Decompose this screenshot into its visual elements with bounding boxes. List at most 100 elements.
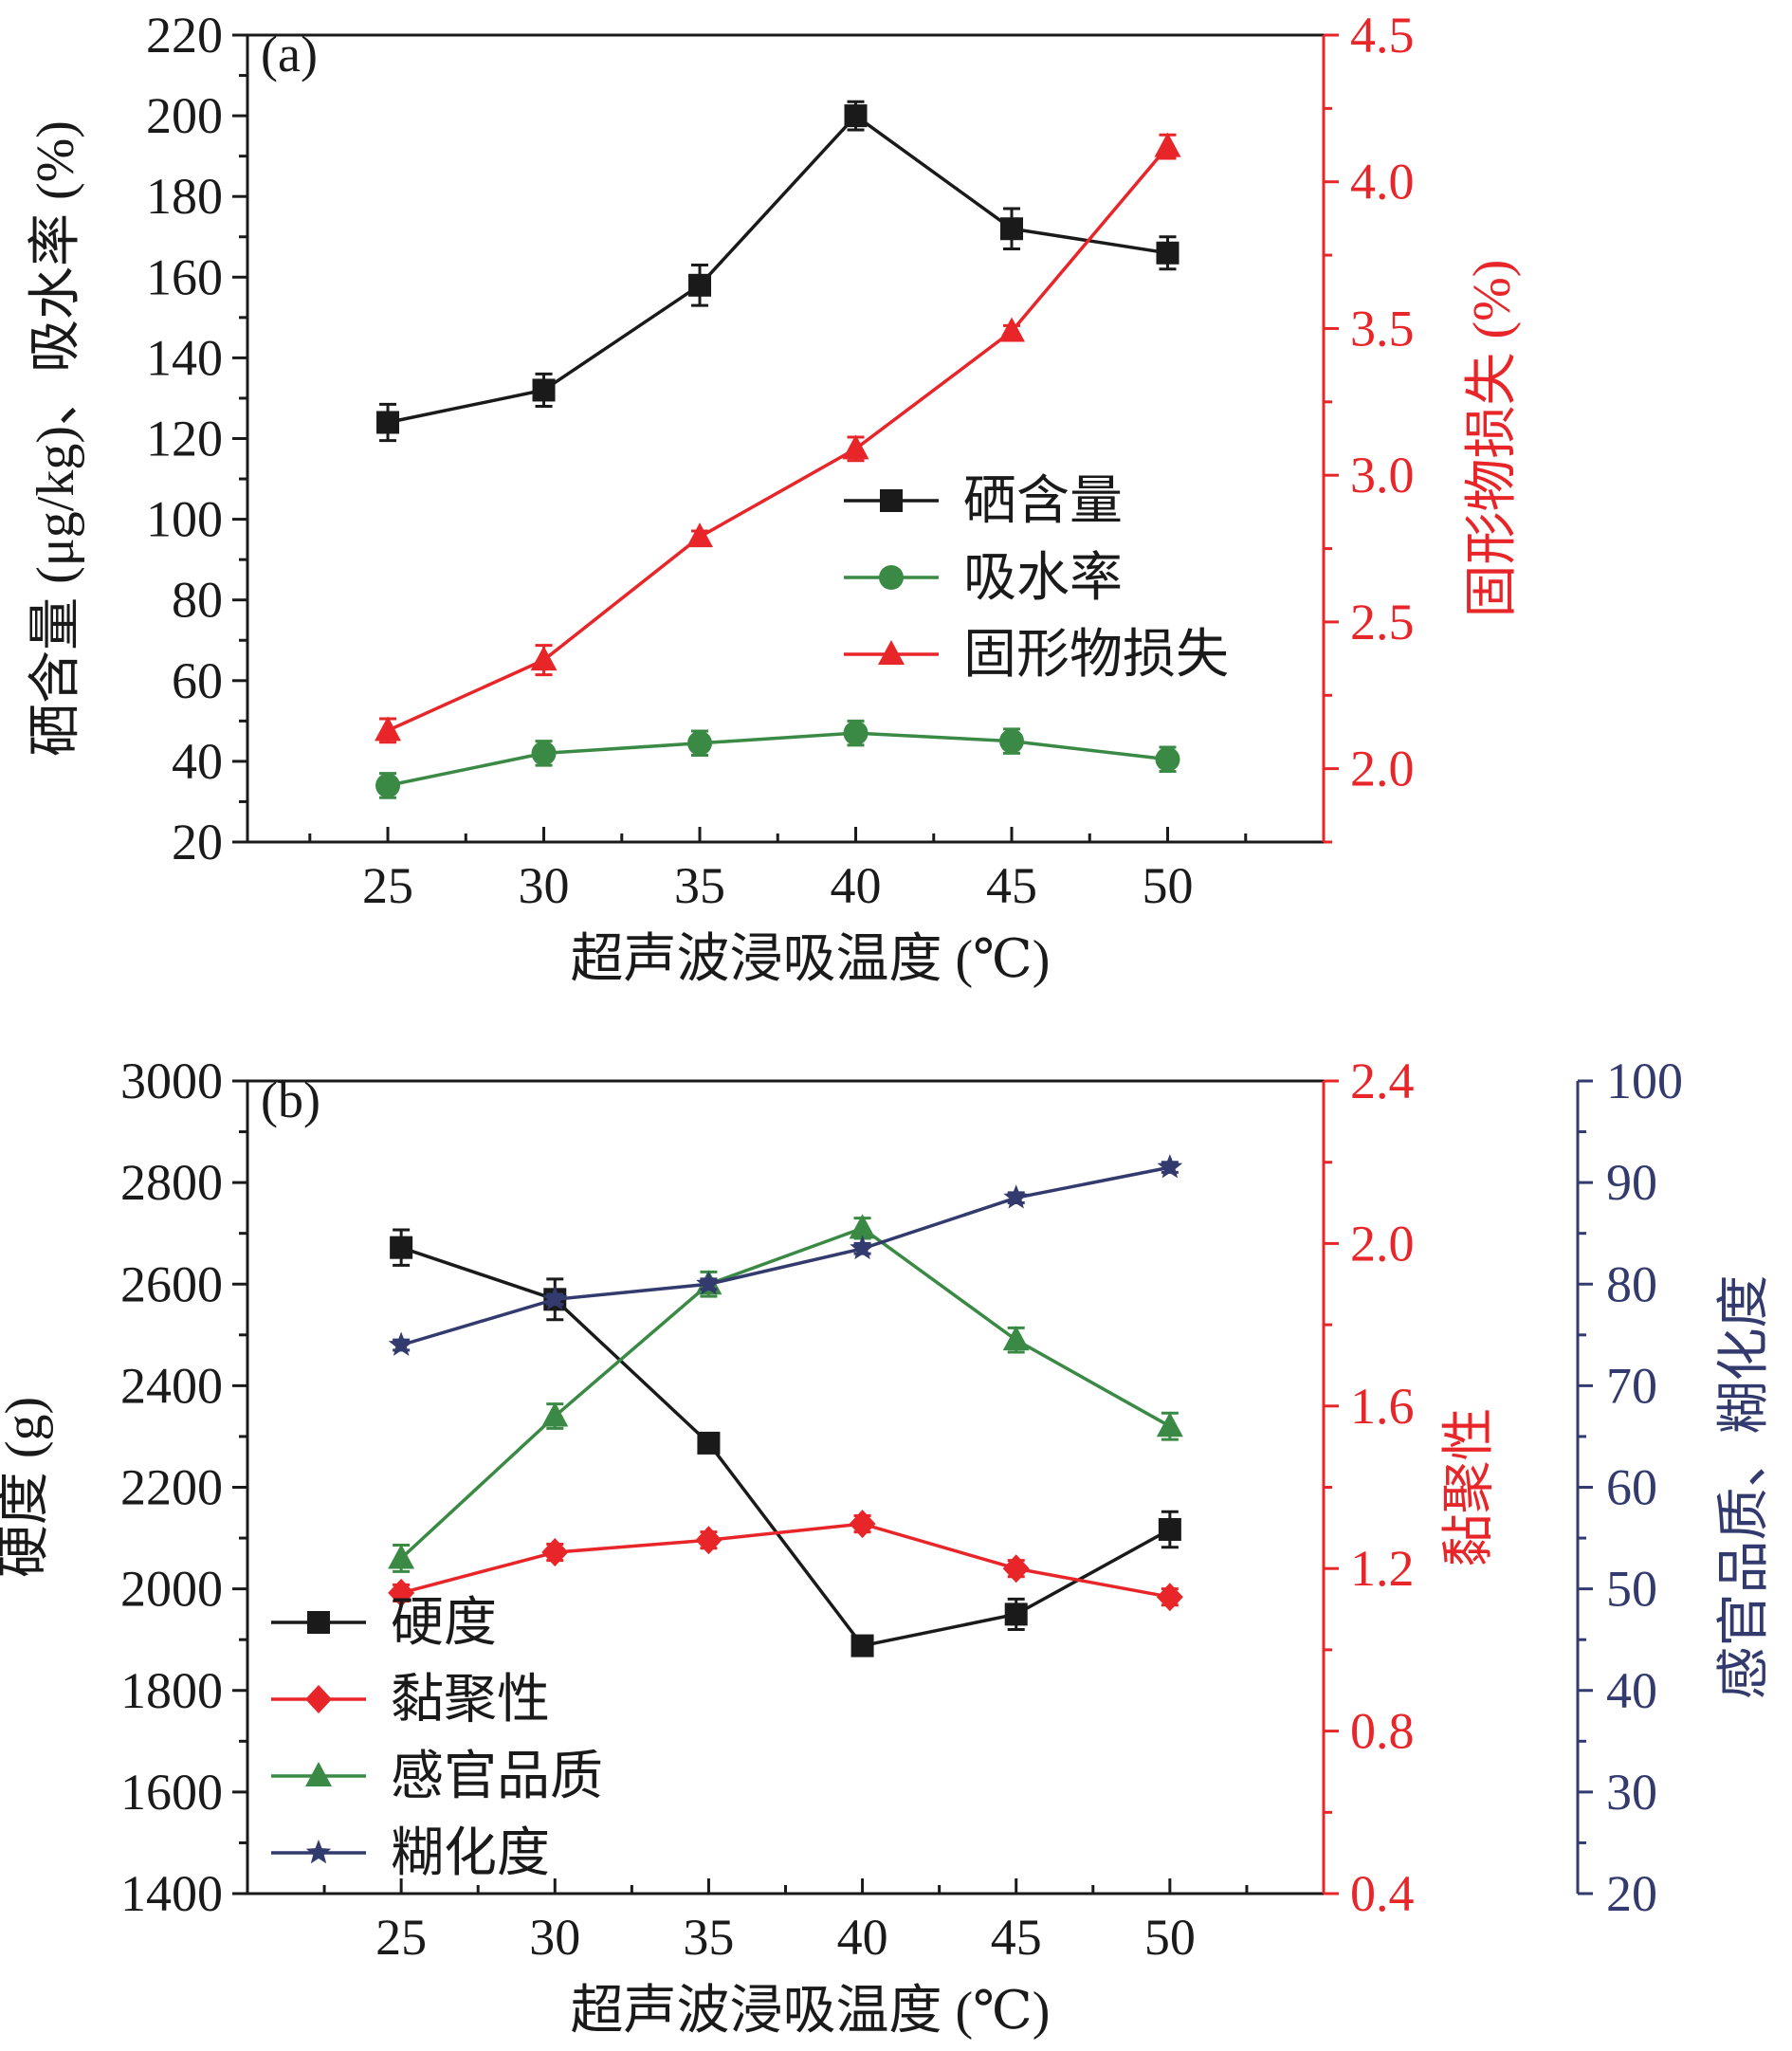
y-left-tick-label: 1600 bbox=[120, 1764, 223, 1821]
y-right2-tick-label: 60 bbox=[1606, 1459, 1657, 1516]
y-left-tick-label: 220 bbox=[146, 7, 223, 64]
x-tick-label: 45 bbox=[986, 857, 1037, 914]
data-point-糊化度 bbox=[1157, 1154, 1183, 1179]
y-left-tick-label: 160 bbox=[146, 248, 223, 305]
y-left-tick-label: 100 bbox=[146, 491, 223, 548]
x-axis-title: 超声波浸吸温度 (℃) bbox=[571, 930, 1051, 989]
legend-label: 硬度 bbox=[391, 1594, 497, 1653]
y-left-axis-title: 硒含量 (μg/kg)、吸水率 (%) bbox=[27, 120, 85, 757]
y-left-tick-label: 2000 bbox=[120, 1561, 223, 1618]
data-point-固形物损失 bbox=[530, 646, 558, 671]
legend-label: 硒含量 bbox=[963, 472, 1123, 531]
data-point-黏聚性 bbox=[695, 1526, 722, 1555]
y-right-axis-title: 黏聚性 bbox=[1440, 1408, 1499, 1567]
data-point-硒含量 bbox=[532, 378, 556, 402]
series-line-黏聚性 bbox=[400, 1522, 1171, 1599]
data-point-硬度 bbox=[1158, 1517, 1181, 1541]
y-left-tick-label: 1800 bbox=[120, 1662, 223, 1719]
legend-marker bbox=[878, 640, 905, 665]
series-line-吸水率 bbox=[387, 731, 1168, 788]
legend-label: 吸水率 bbox=[963, 549, 1123, 608]
y-right2-tick-label: 80 bbox=[1606, 1255, 1657, 1312]
y-left-tick-label: 20 bbox=[172, 814, 223, 870]
data-point-固形物损失 bbox=[375, 716, 402, 742]
x-tick-label: 45 bbox=[991, 1909, 1042, 1966]
y-right-tick-label: 0.4 bbox=[1350, 1865, 1415, 1922]
x-tick-label: 50 bbox=[1144, 1909, 1196, 1966]
y-left-tick-label: 120 bbox=[146, 411, 223, 467]
y-left-tick-label: 2600 bbox=[120, 1255, 223, 1312]
y-left-tick-label: 180 bbox=[146, 168, 223, 225]
y-left-tick-label: 2800 bbox=[120, 1154, 223, 1211]
data-point-吸水率 bbox=[687, 730, 713, 756]
legend-marker bbox=[305, 1840, 332, 1864]
y-left-tick-label: 140 bbox=[146, 329, 223, 386]
data-point-感官品质 bbox=[1002, 1326, 1030, 1351]
data-point-吸水率 bbox=[531, 741, 557, 766]
y-left-tick-label: 80 bbox=[172, 572, 223, 629]
y-right-tick-label: 2.4 bbox=[1350, 1053, 1415, 1109]
data-point-固形物损失 bbox=[686, 522, 714, 548]
y-right-tick-label: 1.6 bbox=[1350, 1378, 1415, 1435]
y-left-tick-label: 40 bbox=[172, 733, 223, 790]
data-point-黏聚性 bbox=[388, 1578, 415, 1607]
panel-label: (a) bbox=[261, 26, 318, 82]
data-point-硬度 bbox=[850, 1634, 874, 1657]
x-tick-label: 25 bbox=[362, 857, 413, 914]
legend-marker bbox=[880, 489, 903, 512]
y-left-tick-label: 60 bbox=[172, 652, 223, 709]
legend-label: 感官品质 bbox=[391, 1748, 603, 1806]
y-left-tick-label: 3000 bbox=[120, 1053, 223, 1109]
series-line-固形物损失 bbox=[387, 145, 1169, 732]
data-point-吸水率 bbox=[843, 721, 869, 746]
data-point-硬度 bbox=[697, 1431, 721, 1455]
data-point-吸水率 bbox=[375, 773, 401, 798]
y-right-tick-label: 2.0 bbox=[1350, 741, 1415, 797]
y-right-tick-label: 4.0 bbox=[1350, 154, 1415, 211]
x-tick-label: 35 bbox=[674, 857, 725, 914]
legend-label: 固形物损失 bbox=[963, 626, 1229, 685]
data-point-黏聚性 bbox=[1002, 1554, 1030, 1584]
series-line-感官品质 bbox=[399, 1226, 1171, 1560]
data-point-黏聚性 bbox=[541, 1538, 569, 1567]
legend-marker bbox=[305, 1762, 332, 1786]
x-tick-label: 50 bbox=[1143, 857, 1194, 914]
data-point-吸水率 bbox=[999, 728, 1025, 754]
y-right2-tick-label: 70 bbox=[1606, 1357, 1657, 1414]
data-point-感官品质 bbox=[1156, 1412, 1183, 1438]
y-right2-tick-label: 50 bbox=[1606, 1561, 1657, 1618]
legend-marker bbox=[307, 1611, 330, 1634]
x-tick-label: 40 bbox=[837, 1909, 888, 1966]
y-right-tick-label: 3.5 bbox=[1350, 300, 1415, 357]
data-point-硒含量 bbox=[844, 104, 868, 128]
y-right-tick-label: 2.5 bbox=[1350, 594, 1415, 650]
data-point-硒含量 bbox=[688, 273, 712, 297]
y-right-axis-title: 固形物损失 (%) bbox=[1463, 260, 1522, 618]
x-tick-label: 25 bbox=[375, 1909, 427, 1966]
data-point-糊化度 bbox=[542, 1286, 568, 1310]
data-point-感官品质 bbox=[849, 1214, 876, 1239]
series-line-硬度 bbox=[400, 1246, 1171, 1648]
x-tick-label: 30 bbox=[519, 857, 570, 914]
data-point-黏聚性 bbox=[849, 1510, 876, 1539]
data-point-糊化度 bbox=[850, 1235, 875, 1260]
data-point-感官品质 bbox=[388, 1544, 415, 1569]
y-right-tick-label: 1.2 bbox=[1350, 1540, 1415, 1597]
y-left-tick-label: 2200 bbox=[120, 1459, 223, 1516]
legend-marker bbox=[879, 565, 904, 590]
data-point-黏聚性 bbox=[1156, 1583, 1183, 1612]
y-right-tick-label: 3.0 bbox=[1350, 447, 1415, 504]
data-point-糊化度 bbox=[388, 1331, 414, 1356]
y-left-tick-label: 2400 bbox=[120, 1357, 223, 1414]
y-right2-tick-label: 20 bbox=[1606, 1865, 1657, 1922]
data-point-硬度 bbox=[390, 1236, 413, 1259]
data-point-硒含量 bbox=[1000, 217, 1024, 241]
data-point-硒含量 bbox=[1156, 241, 1179, 265]
legend-marker bbox=[305, 1685, 332, 1713]
legend-label: 糊化度 bbox=[391, 1824, 550, 1883]
x-axis-title: 超声波浸吸温度 (℃) bbox=[571, 1982, 1051, 2041]
y-right2-tick-label: 30 bbox=[1606, 1764, 1657, 1821]
data-point-糊化度 bbox=[1003, 1184, 1029, 1209]
data-point-吸水率 bbox=[1155, 746, 1180, 772]
